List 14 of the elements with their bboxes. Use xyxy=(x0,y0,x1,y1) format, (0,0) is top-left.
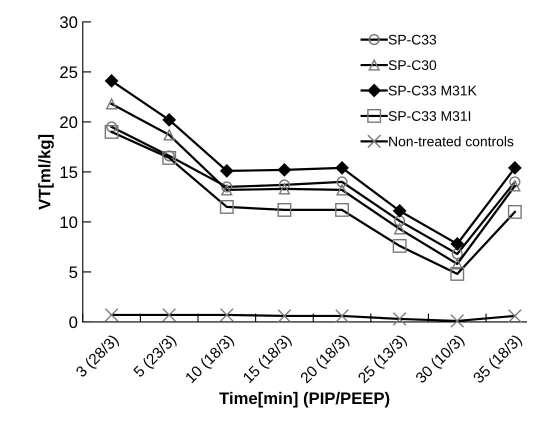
x-axis-title: Time[min] (PIP/PEEP) xyxy=(219,392,390,408)
legend-label: Non-treated controls xyxy=(389,136,514,146)
y-tick-label: 30 xyxy=(60,16,78,28)
y-tick-label: 10 xyxy=(60,216,78,228)
y-tick-label: 0 xyxy=(69,316,78,328)
y-tick-label: 25 xyxy=(60,66,78,78)
legend-label: SP-C33 M31K xyxy=(388,86,477,96)
y-tick-label: 15 xyxy=(60,166,78,178)
legend-label: SP-C33 M31I xyxy=(388,111,470,121)
y-axis-title: VT[ml/kg] xyxy=(38,134,54,210)
y-tick-label: 5 xyxy=(69,266,78,278)
legend-label: SP-C30 xyxy=(388,60,436,70)
legend-label: SP-C33 xyxy=(388,34,436,45)
y-tick-label: 20 xyxy=(60,116,78,128)
